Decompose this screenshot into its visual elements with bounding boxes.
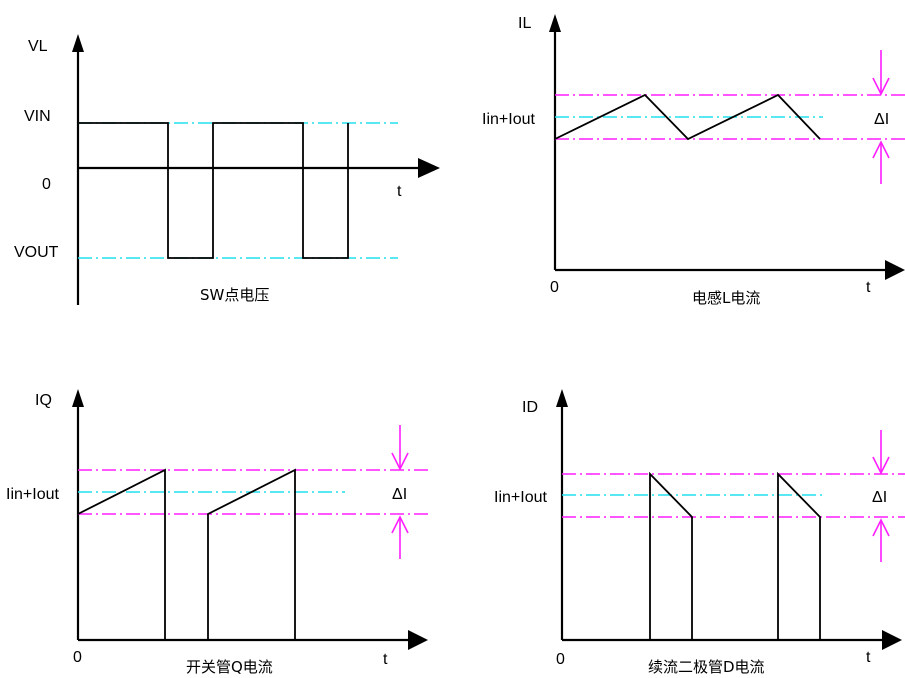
il-waveform	[554, 93, 821, 141]
sw-x-label: t	[397, 183, 402, 200]
id-x-arrow	[882, 630, 902, 650]
sw-waveform	[78, 122, 349, 259]
id-caption: 续流二极管D电流	[648, 658, 765, 676]
id-y-arrow	[556, 389, 568, 407]
iq-mid-label: Iin+Iout	[6, 486, 59, 503]
sw-y-label: VL	[28, 38, 48, 55]
il-y-label: IL	[518, 15, 531, 32]
panel-il-current: IL Iin+Iout ΔI 0 t 电感L电流	[482, 14, 905, 307]
panel-iq-current: IQ Iin+Iout ΔI 0 t 开关管Q电流	[6, 389, 428, 676]
iq-origin-label: 0	[73, 649, 82, 666]
iq-x-arrow	[408, 630, 428, 650]
id-delta-top-head	[872, 456, 890, 475]
iq-x-label: t	[383, 651, 388, 668]
il-mid-label: Iin+Iout	[482, 111, 535, 128]
id-origin-label: 0	[556, 651, 565, 668]
il-delta-top-head	[872, 77, 890, 96]
il-caption: 电感L电流	[692, 289, 760, 307]
iq-waveform	[77, 468, 296, 640]
il-origin-label: 0	[550, 279, 559, 296]
panel-id-current: ID Iin+Iout ΔI 0 t 续流二极管D电流	[494, 389, 905, 676]
sw-vin-label: VIN	[24, 108, 51, 125]
il-x-label: t	[866, 279, 871, 296]
sw-y-arrow	[72, 34, 84, 52]
il-x-arrow	[885, 260, 905, 280]
id-x-label: t	[866, 649, 871, 666]
iq-y-arrow	[72, 389, 84, 407]
iq-y-label: IQ	[35, 392, 52, 409]
id-delta-label: ΔI	[872, 489, 887, 506]
sw-zero-label: 0	[42, 176, 51, 193]
id-mid-label: Iin+Iout	[494, 489, 547, 506]
iq-delta-top-head	[391, 452, 409, 471]
iq-delta-label: ΔI	[392, 486, 407, 503]
id-y-label: ID	[522, 399, 538, 416]
il-delta-label: ΔI	[874, 111, 889, 128]
id-waveform	[649, 471, 821, 640]
sw-x-arrow	[418, 158, 440, 178]
panel-sw-voltage: VL VIN 0 VOUT t SW点电压	[14, 34, 440, 305]
il-delta-bottom-head	[872, 140, 890, 159]
il-y-arrow	[549, 14, 561, 32]
iq-delta-bottom-head	[391, 515, 409, 534]
sw-vout-label: VOUT	[14, 244, 59, 261]
sw-caption: SW点电压	[200, 286, 269, 304]
id-delta-bottom-head	[872, 518, 890, 537]
iq-caption: 开关管Q电流	[186, 658, 273, 676]
